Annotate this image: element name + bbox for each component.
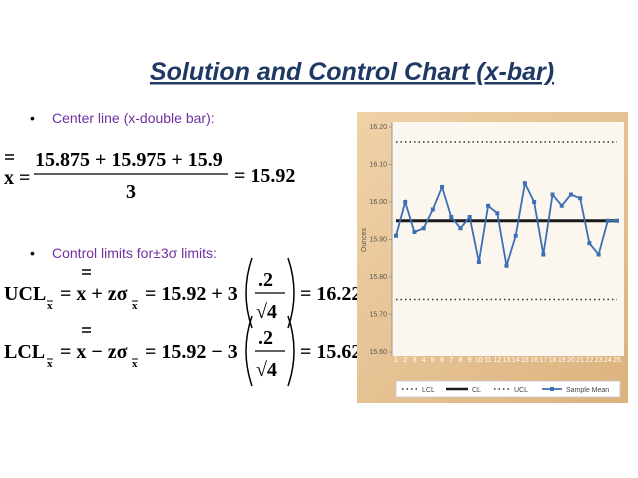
x-tick-label: 16 bbox=[530, 357, 538, 364]
point bbox=[430, 207, 435, 212]
lhs: LCL bbox=[4, 341, 45, 363]
y-tick-label: 16.10 bbox=[369, 162, 387, 169]
x-tick-label: 9 bbox=[468, 357, 472, 364]
subscript: x bbox=[132, 300, 138, 312]
result: = 16.22 bbox=[300, 283, 361, 305]
point bbox=[605, 218, 610, 223]
y-tick-label: 15.80 bbox=[369, 274, 387, 281]
paren bbox=[245, 315, 253, 387]
point bbox=[513, 233, 518, 238]
point bbox=[495, 211, 500, 216]
result: = 15.62 bbox=[300, 341, 361, 363]
y-tick-label: 16.20 bbox=[369, 124, 387, 131]
plot-area bbox=[392, 122, 624, 356]
x-tick-label: 4 bbox=[422, 357, 426, 364]
x-tick-label: 15 bbox=[521, 357, 529, 364]
x-tick-label: 19 bbox=[558, 357, 566, 364]
legend-label: LCL bbox=[422, 387, 435, 394]
center-formula: x = 15.875 + 15.975 + 15.9 3 = 15.92 bbox=[4, 149, 295, 203]
point bbox=[532, 200, 537, 204]
point bbox=[550, 192, 555, 197]
x-tick-label: 18 bbox=[549, 357, 557, 364]
x-tick-label: 2 bbox=[403, 357, 407, 364]
bullet: Center line (x-double bar): bbox=[52, 110, 215, 126]
x-tick-label: 21 bbox=[576, 357, 584, 364]
numerator: .2 bbox=[258, 269, 273, 291]
point bbox=[541, 252, 546, 257]
legend-label: CL bbox=[472, 387, 481, 394]
lhs: x = bbox=[4, 167, 30, 189]
point bbox=[458, 226, 463, 231]
denominator: √4 bbox=[256, 359, 277, 381]
chart: 15.60 15.70 15.80 15.90 16.00 16.10 16.20 Ounce… bbox=[357, 112, 628, 403]
legend-label: Sample Mean bbox=[566, 387, 609, 394]
point bbox=[421, 226, 426, 231]
x-tick-label: 8 bbox=[459, 357, 463, 364]
y-tick-label: 16.00 bbox=[369, 199, 387, 206]
y-tick-label: 15.60 bbox=[369, 349, 387, 356]
denominator: √4 bbox=[256, 301, 277, 323]
rhs: = 15.92 − 3 bbox=[145, 341, 238, 363]
x-tick-label: 1 bbox=[394, 357, 398, 364]
y-tick-label: 15.70 bbox=[369, 312, 387, 319]
point bbox=[559, 203, 564, 208]
bullet-dot: • bbox=[30, 110, 35, 126]
lhs: UCL bbox=[4, 283, 46, 305]
denominator: 3 bbox=[126, 181, 136, 203]
x-tick-label: 12 bbox=[493, 357, 501, 364]
numerator: 15.875 + 15.975 + 15.9 bbox=[35, 149, 223, 171]
x-tick-label: 24 bbox=[604, 357, 612, 364]
point bbox=[486, 203, 491, 208]
point bbox=[522, 181, 527, 186]
point bbox=[394, 233, 398, 238]
x-tick-label: 7 bbox=[449, 357, 453, 364]
x-tick-label: 10 bbox=[475, 357, 483, 364]
point bbox=[615, 218, 619, 223]
x-tick-label: 20 bbox=[567, 357, 575, 364]
x-tick-label: 6 bbox=[440, 357, 444, 364]
point bbox=[476, 260, 481, 264]
paren bbox=[287, 315, 295, 387]
rhs: = 15.92 + 3 bbox=[145, 283, 238, 305]
point bbox=[412, 230, 417, 234]
point bbox=[467, 215, 472, 219]
subscript: x bbox=[47, 300, 53, 312]
x-tick-label: 23 bbox=[595, 357, 603, 364]
expression: = x − zσ bbox=[60, 341, 128, 363]
point bbox=[587, 241, 592, 246]
legend-marker bbox=[550, 387, 554, 391]
subscript: x bbox=[47, 358, 53, 370]
point bbox=[596, 252, 601, 257]
subscript: x bbox=[132, 358, 138, 370]
point bbox=[440, 185, 445, 189]
x-tick-label: 5 bbox=[431, 357, 435, 364]
y-tick-label: 15.90 bbox=[369, 237, 387, 244]
legend-label: UCL bbox=[514, 387, 528, 394]
x-tick-label: 22 bbox=[585, 357, 593, 364]
x-tick-label: 17 bbox=[539, 357, 547, 364]
bullet-dot: • bbox=[30, 245, 35, 261]
expression: = x + zσ bbox=[60, 283, 128, 305]
point bbox=[449, 215, 454, 219]
point bbox=[403, 200, 408, 204]
y-axis-label: Ounces bbox=[361, 227, 368, 252]
x-tick-label: 25 bbox=[613, 357, 621, 364]
point bbox=[568, 192, 573, 197]
point bbox=[504, 263, 509, 268]
x-tick-label: 13 bbox=[503, 357, 511, 364]
bullet: Control limits for±3σ limits: bbox=[52, 245, 217, 261]
x-tick-label: 11 bbox=[484, 357, 491, 364]
x-tick-label: 3 bbox=[412, 357, 416, 364]
point bbox=[578, 196, 583, 201]
x-tick-label: 14 bbox=[512, 357, 520, 364]
result: = 15.92 bbox=[234, 165, 295, 187]
numerator: .2 bbox=[258, 327, 273, 349]
slide-title: Solution and Control Chart (x-bar) bbox=[150, 58, 554, 86]
